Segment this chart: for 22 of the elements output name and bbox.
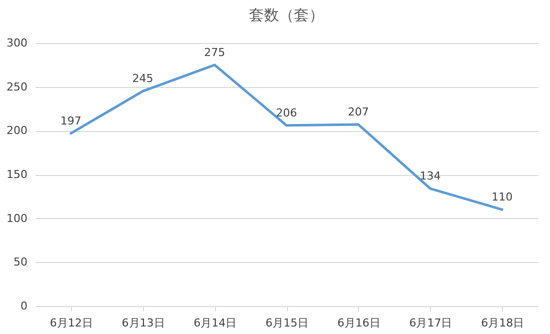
y-tick-label: 50 <box>14 256 28 269</box>
y-tick-label: 250 <box>6 80 28 94</box>
y-tick-label: 100 <box>6 212 28 225</box>
data-label: 134 <box>420 170 441 183</box>
y-tick-label: 200 <box>6 124 28 138</box>
data-label: 207 <box>348 106 369 119</box>
x-tick-label: 6月12日 <box>50 316 93 330</box>
x-tick-label: 6月16日 <box>337 316 380 330</box>
x-tick-label: 6月13日 <box>122 316 165 330</box>
data-label: 197 <box>60 114 82 128</box>
x-tick-label: 6月18日 <box>481 316 524 330</box>
data-label: 110 <box>492 190 513 204</box>
x-tick-label: 6月15日 <box>266 316 308 330</box>
data-label: 245 <box>132 72 154 86</box>
x-tick-label: 6月14日 <box>194 316 237 330</box>
data-label: 275 <box>204 46 226 59</box>
y-tick-label: 0 <box>20 300 28 312</box>
x-tick-label: 6月17日 <box>409 316 452 330</box>
y-tick-label: 150 <box>6 168 28 181</box>
chart-title: 套数（套） <box>249 6 324 24</box>
y-tick-label: 300 <box>6 36 28 50</box>
data-label: 206 <box>276 106 297 120</box>
